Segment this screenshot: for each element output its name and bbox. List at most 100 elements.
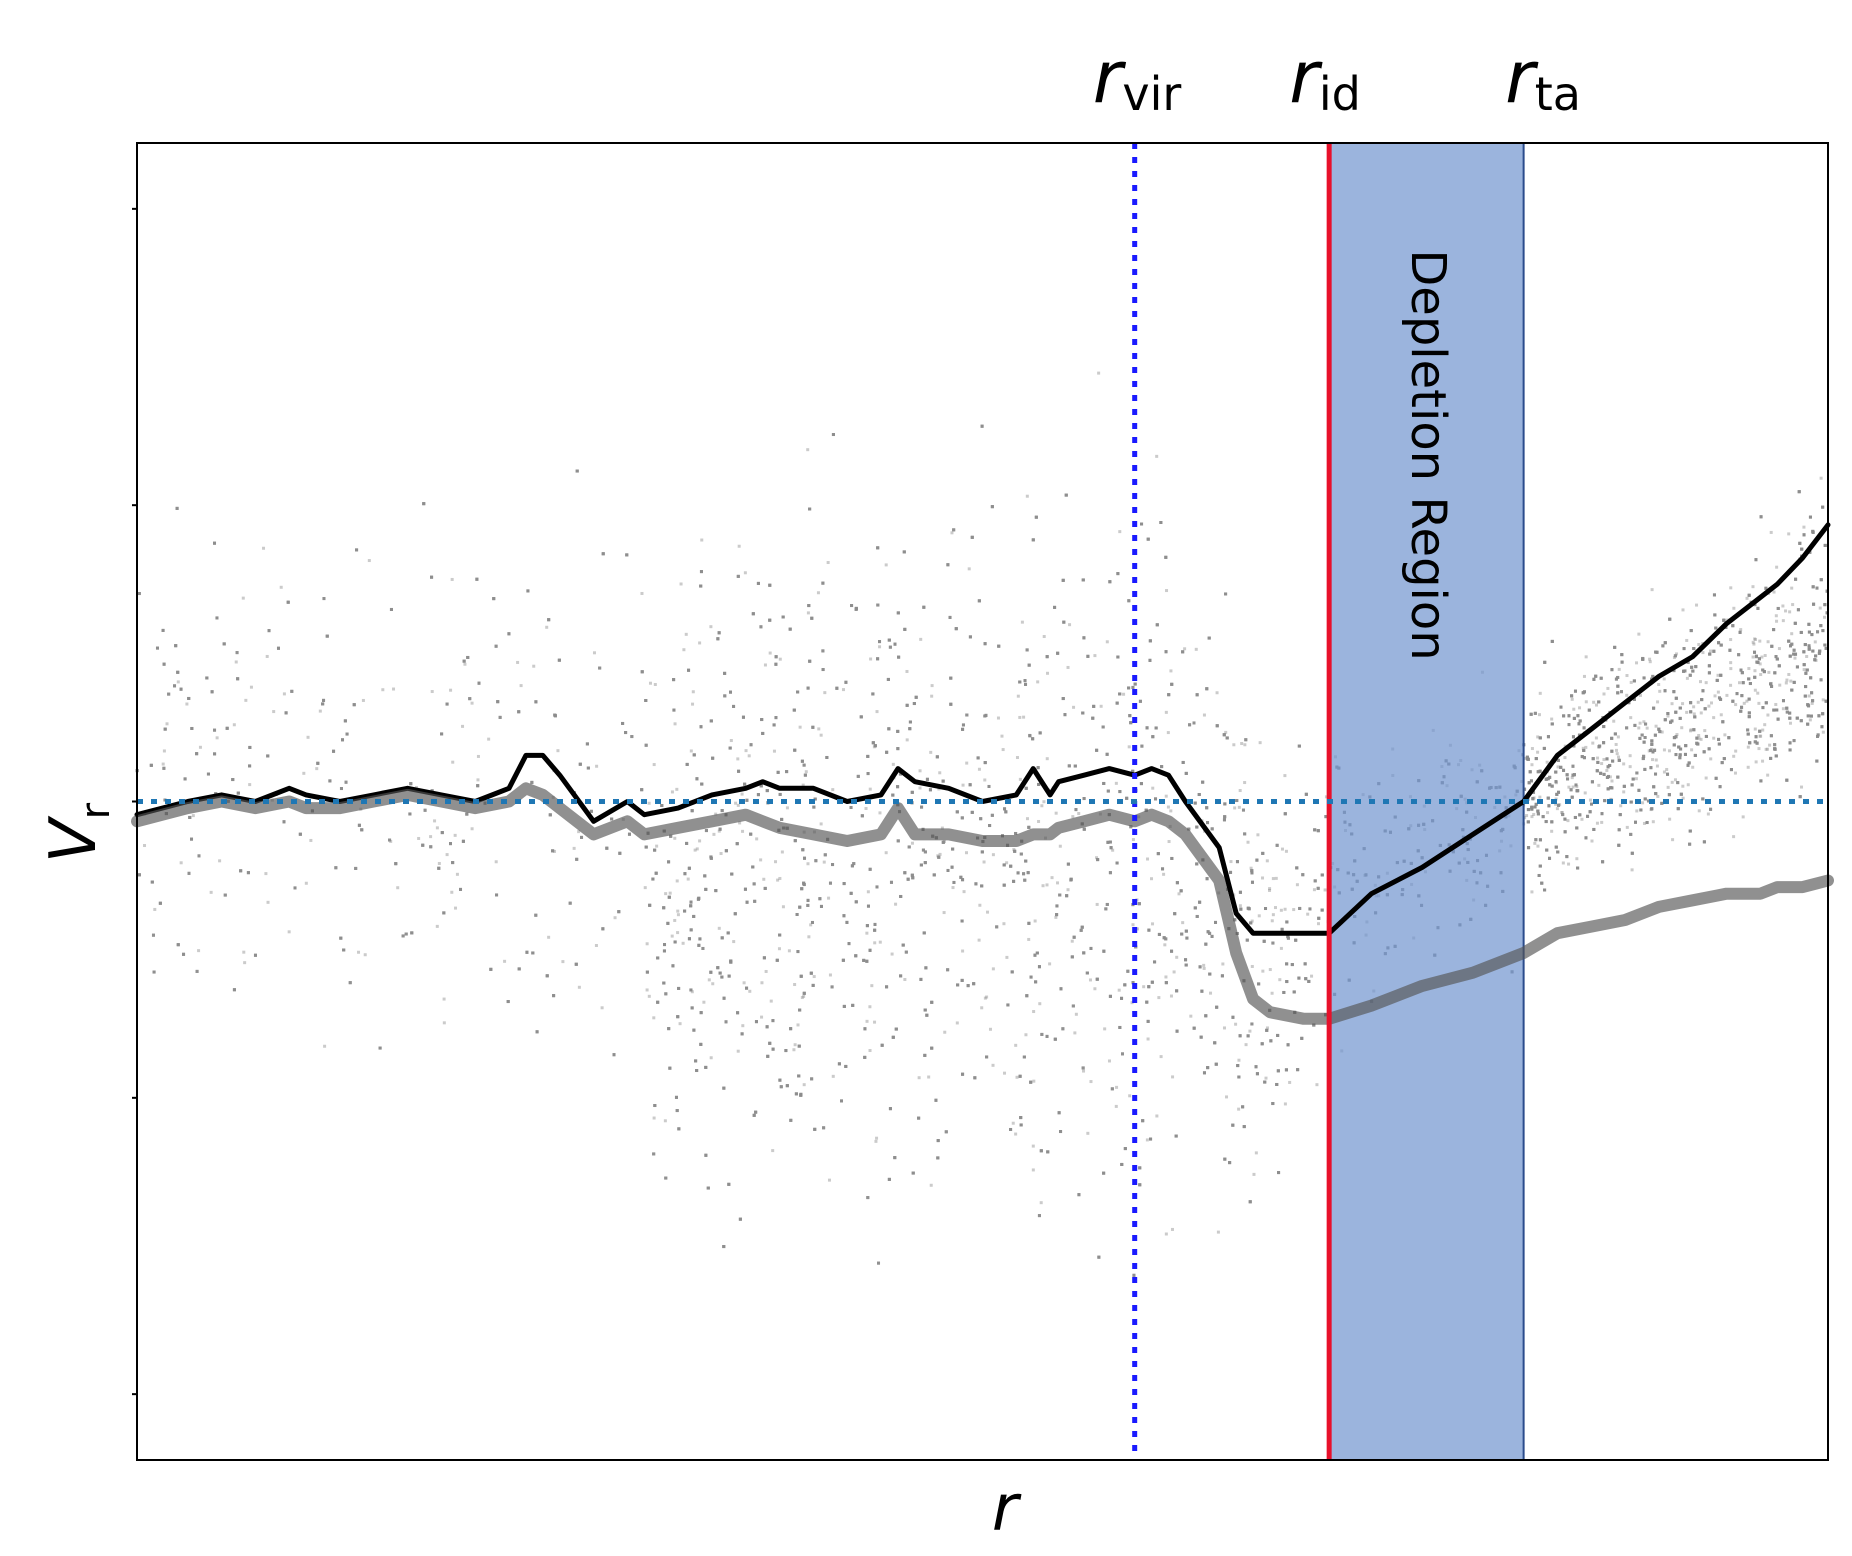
scatter-point (394, 862, 398, 866)
scatter-point (888, 1107, 892, 1111)
scatter-point (242, 950, 246, 954)
scatter-point (1231, 1123, 1235, 1127)
scatter-point (442, 911, 446, 915)
scatter-point (716, 637, 720, 641)
scatter-point (586, 766, 590, 770)
scatter-point (1563, 817, 1567, 821)
scatter-point (262, 546, 266, 550)
scatter-point (1747, 697, 1751, 701)
scatter-point (1554, 845, 1558, 849)
scatter-point (1117, 988, 1121, 992)
scatter-point (726, 931, 730, 935)
scatter-point (1028, 733, 1032, 737)
scatter-point (1154, 726, 1158, 730)
scatter-point (976, 756, 980, 760)
scatter-point (1770, 684, 1774, 688)
scatter-point (1565, 855, 1569, 859)
scatter-point (1677, 745, 1681, 749)
scatter-point (1622, 784, 1626, 788)
scatter-point (1674, 753, 1678, 757)
scatter-point (1023, 679, 1027, 683)
scatter-point (952, 880, 956, 884)
scatter-point (1590, 780, 1594, 784)
scatter-point (652, 1116, 656, 1120)
scatter-point (1614, 677, 1618, 681)
scatter-point (1526, 846, 1530, 850)
scatter-point (1215, 1005, 1219, 1009)
scatter-point (880, 1043, 884, 1047)
scatter-point (1719, 673, 1723, 677)
scatter-point (683, 872, 687, 876)
scatter-point (803, 856, 807, 860)
scatter-point (1760, 655, 1764, 659)
scatter-point (548, 813, 552, 817)
scatter-point (150, 880, 154, 884)
scatter-point (692, 1028, 696, 1032)
scatter-point (1571, 735, 1575, 739)
scatter-point (1761, 706, 1765, 710)
scatter-point (720, 936, 724, 940)
scatter-point (819, 733, 823, 737)
scatter-point (672, 678, 676, 682)
scatter-point (831, 433, 835, 437)
scatter-point (1729, 586, 1733, 590)
scatter-point (1592, 827, 1596, 831)
scatter-point (884, 563, 888, 567)
scatter-point (1622, 784, 1626, 788)
scatter-point (667, 860, 671, 864)
scatter-point (700, 538, 704, 542)
scatter-point (1681, 796, 1685, 800)
scatter-point (772, 723, 776, 727)
scatter-point (1192, 1026, 1196, 1030)
scatter-point (1526, 757, 1530, 761)
scatter-point (1632, 679, 1636, 683)
scatter-point (737, 769, 741, 773)
scatter-point (891, 793, 895, 797)
scatter-point (1641, 656, 1645, 660)
scatter-point (468, 697, 472, 701)
scatter-point (363, 953, 367, 957)
scatter-point (1065, 894, 1069, 898)
scatter-point (1548, 783, 1552, 787)
scatter-point (1146, 1019, 1150, 1023)
scatter-point (1597, 745, 1601, 749)
scatter-point (1263, 1080, 1267, 1084)
scatter-point (1712, 716, 1716, 720)
scatter-point (1278, 978, 1282, 982)
scatter-point (1805, 668, 1809, 672)
scatter-point (1526, 757, 1530, 761)
scatter-point (704, 829, 708, 833)
scatter-point (1668, 617, 1672, 621)
scatter-point (1106, 789, 1110, 793)
scatter-point (1712, 736, 1716, 740)
scatter-point (1193, 906, 1197, 910)
scatter-point (878, 640, 882, 644)
scatter-point (1063, 713, 1067, 717)
scatter-point (442, 911, 446, 915)
scatter-point (1541, 815, 1545, 819)
scatter-point (1089, 1080, 1093, 1084)
scatter-point (1195, 693, 1199, 697)
scatter-point (1654, 772, 1658, 776)
scatter-point (1550, 639, 1554, 643)
scatter-point (1665, 767, 1669, 771)
scatter-point (756, 793, 760, 797)
scatter-point (167, 692, 171, 696)
scatter-point (1753, 740, 1757, 744)
scatter-point (700, 782, 704, 786)
scatter-point (1788, 721, 1792, 725)
scatter-point (1693, 715, 1697, 719)
scatter-point (828, 881, 832, 885)
scatter-point (923, 1053, 927, 1057)
scatter-point (1824, 699, 1828, 703)
scatter-point (811, 725, 815, 729)
scatter-point (1140, 522, 1144, 526)
scatter-point (290, 689, 294, 693)
scatter-point (1550, 820, 1554, 824)
scatter-point (1678, 716, 1682, 720)
scatter-point (1731, 624, 1735, 628)
scatter-point (1058, 844, 1062, 848)
scatter-point (1003, 807, 1007, 811)
scatter-point (854, 607, 858, 611)
scatter-point (970, 810, 974, 814)
